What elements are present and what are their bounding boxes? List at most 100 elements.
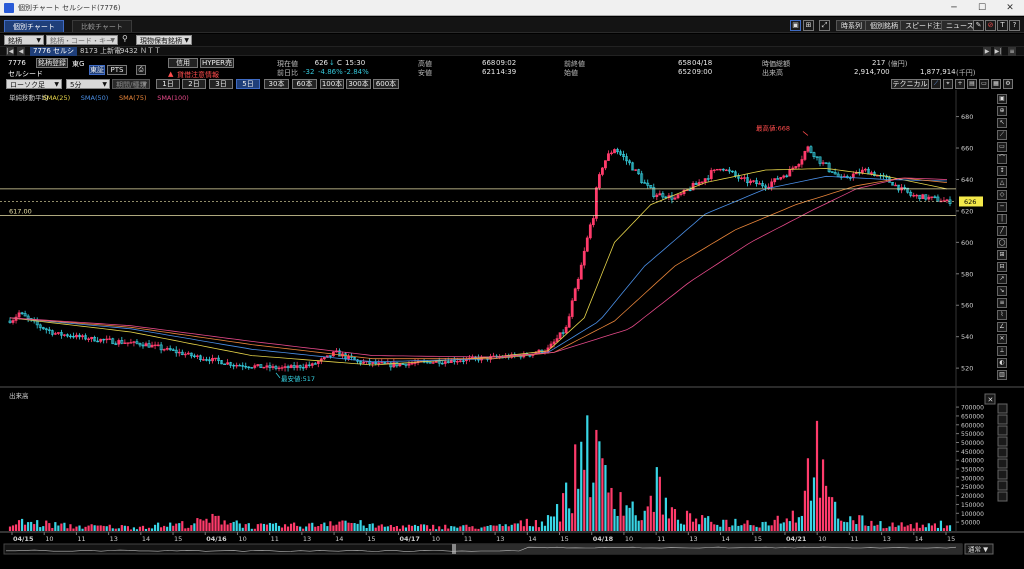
low-label: 安値 [418,69,432,77]
crosshair-icon[interactable]: ⌖ [943,79,953,89]
drawing-tool-icon[interactable]: │ [997,214,1007,224]
stock-tab-current[interactable]: 7776 セルシ [30,47,78,56]
drawing-tool-icon[interactable]: ↗ [997,274,1007,284]
chart-type-select[interactable]: ローソク足 ▼ [6,79,62,89]
credit-button[interactable]: 信用 [168,58,198,68]
save-icon[interactable]: ▤ [967,79,977,89]
search-input[interactable]: 銘柄・コード・キーワード▼ [46,35,118,55]
individual-stock-button[interactable]: 個別銘柄 [865,20,903,31]
max-annotation-line [802,131,809,136]
candle-body [903,187,907,189]
x-tick-label: 15 [947,535,955,543]
period-type-select[interactable]: 期間/種類 ▼ [112,79,150,89]
period-button[interactable]: 5日 [236,79,260,89]
x-tick-label: 04/15 [13,535,34,543]
drawing-tool-icon[interactable]: ╱ [997,226,1007,236]
folder-icon[interactable]: ▭ [979,79,989,89]
prev-icon[interactable]: |◀ [6,47,14,56]
drawing-tool-icon[interactable]: ↕ [997,166,1007,176]
tool-icon[interactable]: ✎ [973,20,984,31]
volume-bar [637,520,640,531]
period-button[interactable]: 60本 [292,79,317,89]
volume-tick-label: 250000 [961,484,984,491]
drawing-tool-icon[interactable]: ⊞ [997,250,1007,260]
volume-tick-label: 600000 [961,422,984,429]
close-button[interactable]: ✕ [1006,3,1014,13]
drawing-tool-icon[interactable]: ⊟ [997,262,1007,272]
print-icon[interactable]: ⎙ [136,65,146,75]
maximize-button[interactable]: ☐ [977,3,987,13]
print-chart-icon[interactable]: ▦ [991,79,1001,89]
period-button[interactable]: 600本 [373,79,399,89]
help-icon[interactable]: ? [1009,20,1020,31]
technical-button[interactable]: テクニカル [891,79,929,89]
drawing-tool-icon[interactable]: △ [997,178,1007,188]
holdings-select[interactable]: 現物保有銘柄 ▼ [136,35,192,45]
settings-icon[interactable]: ⚙ [1003,79,1013,89]
drawing-tool-icon[interactable]: ∠ [997,322,1007,332]
period-button[interactable]: 300本 [346,79,371,89]
drawing-tool-icon[interactable]: ▥ [997,370,1007,380]
minimize-button[interactable]: ─ [951,3,957,13]
back-icon[interactable]: ◀ [17,47,25,56]
exchange-pts-button[interactable]: PTS [107,65,127,75]
interval-select[interactable]: 5分 ▼ [66,79,110,89]
drawing-tool-icon[interactable]: ≡ [997,298,1007,308]
text-icon[interactable]: T [997,20,1008,31]
category-select[interactable]: 銘柄 ▼ [4,35,44,45]
next-icon[interactable]: ▶| [994,47,1002,56]
exchange-tse-button[interactable]: 東証 [89,65,105,75]
drawing-tool-icon[interactable]: ▭ [997,142,1007,152]
drawing-tool-icon[interactable]: ⌒ [997,154,1007,164]
period-button[interactable]: 1日 [156,79,180,89]
drawing-tool-icon[interactable]: ⟂ [997,346,1007,356]
drawing-tool-icon[interactable]: ─ [997,202,1007,212]
drawing-tool-icon[interactable]: ◇ [997,190,1007,200]
period-button[interactable]: 30本 [264,79,289,89]
grid-icon[interactable]: ⊞ [803,20,814,31]
volume-bar [773,519,776,531]
volume-bar [930,525,933,531]
candle-body [108,338,112,340]
no-entry-icon[interactable]: ⊘ [985,20,996,31]
drawing-tool-icon[interactable]: ◐ [997,358,1007,368]
volume-bar [259,523,262,531]
stock-tab-other[interactable]: 9432 ＮＴＴ [120,47,162,55]
drawing-tool-icon[interactable]: ⌇ [997,310,1007,320]
hyper-sell-button[interactable]: HYPER売 [200,58,234,68]
time-series-button[interactable]: 時系列 [836,20,867,31]
zoom-icon[interactable]: + [955,79,965,89]
menu-icon[interactable]: ≡ [1008,47,1016,56]
candle-body [909,191,913,196]
reference-line-label: 617.00 [9,208,32,216]
drawing-tool-icon[interactable]: ◯ [997,238,1007,248]
tab-individual-chart[interactable]: 個別チャート [4,20,64,32]
period-button[interactable]: 2日 [182,79,206,89]
layout-icon[interactable]: ▣ [790,20,801,31]
volume-bar [398,528,402,531]
expand-icon[interactable]: ⤢ [819,20,830,31]
forward-icon[interactable]: ▶ [983,47,991,56]
warning-text[interactable]: 貸借注意情報 [177,71,219,79]
volume-bar [743,523,746,531]
drawing-tool-icon[interactable]: ⟋ [997,130,1007,140]
chart-area[interactable]: 単純移動平均 SMA(25) SMA(50) SMA(75) SMA(100) 出来高 68… [0,90,1024,569]
drawing-tool-icon[interactable]: ▣ [997,94,1007,104]
register-button[interactable]: 銘柄登録 [36,58,68,68]
drawing-tool-icon[interactable]: ⊕ [997,106,1007,116]
candle-body [392,362,396,368]
candle-body [616,149,619,153]
period-button[interactable]: 3日 [209,79,233,89]
stock-tab-other[interactable]: 8173 上新電 [80,47,122,55]
search-icon[interactable]: ⚲ [122,34,128,43]
volume-bar [220,524,223,531]
drawing-tool-icon[interactable]: ↘ [997,286,1007,296]
candle-body [655,194,659,198]
drawing-tool-icon[interactable]: ✕ [997,334,1007,344]
draw-line-icon[interactable]: ⟋ [931,79,941,89]
tab-compare-chart[interactable]: 比較チャート [72,20,132,32]
drawing-tool-icon[interactable]: ↖ [997,118,1007,128]
candle-body [582,250,586,266]
period-button[interactable]: 100本 [320,79,344,89]
